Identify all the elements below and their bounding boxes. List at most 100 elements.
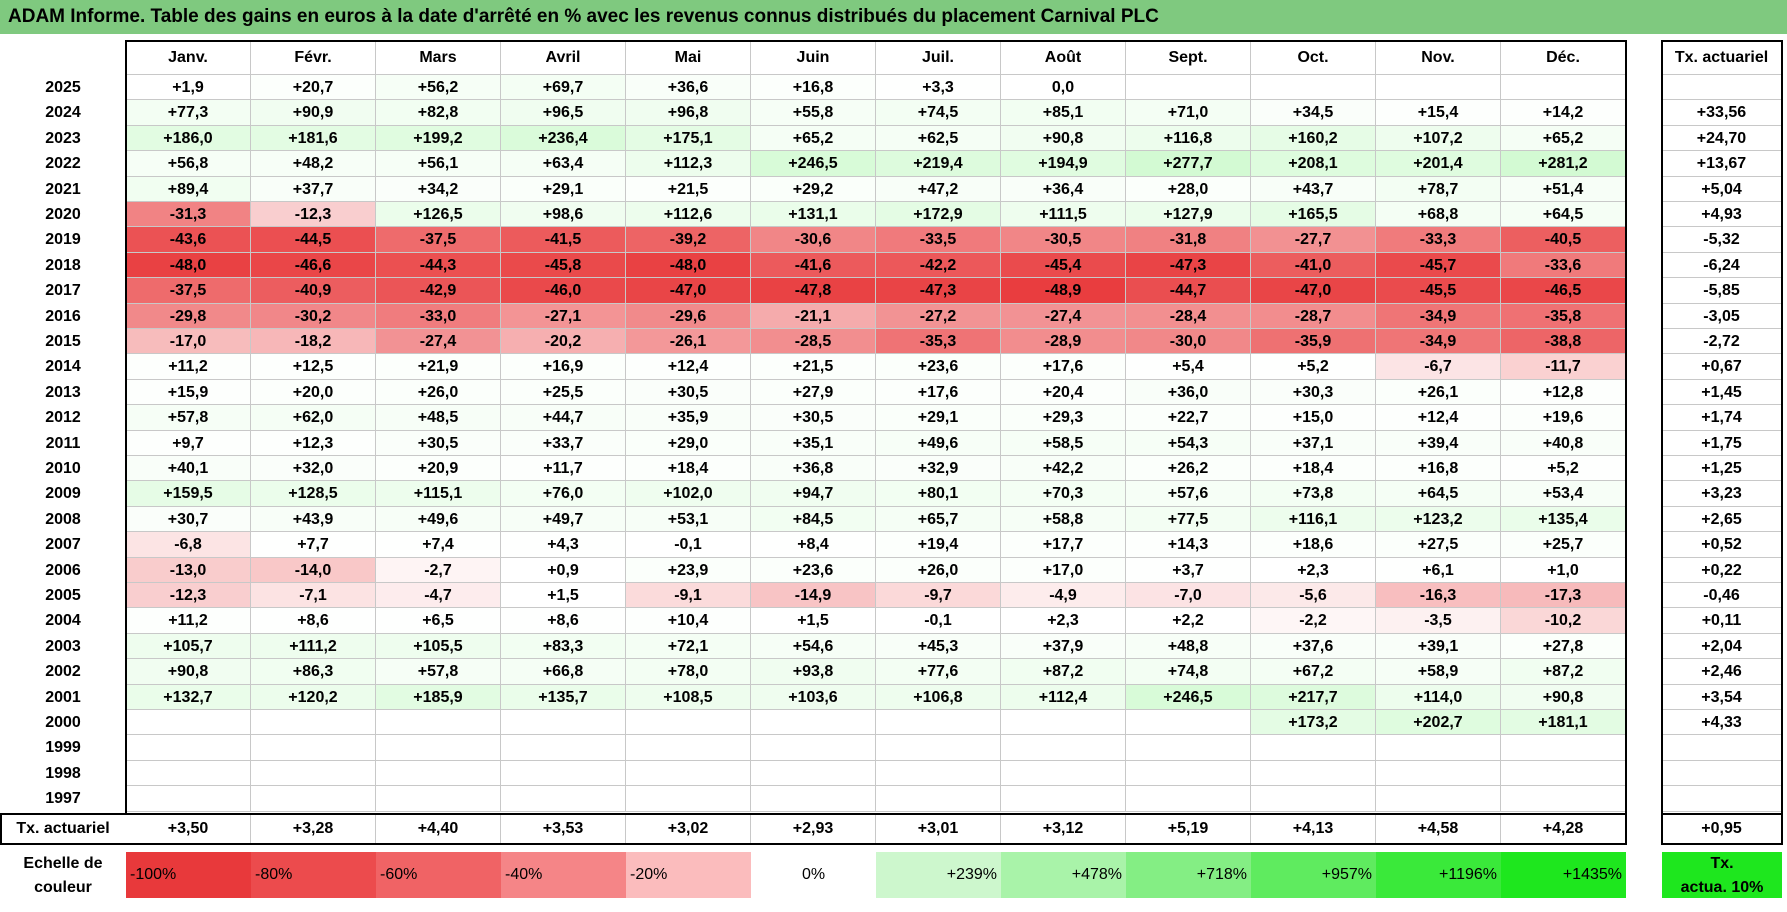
gain-cell: +48,5: [376, 405, 501, 431]
gain-cell: [1376, 761, 1501, 786]
row-actuarial-rate: +13,67: [1662, 151, 1782, 177]
gain-cell: [1251, 735, 1376, 761]
legend-label-line1: Echelle de: [23, 855, 103, 872]
row-year: 2014: [45, 358, 81, 375]
legend-rate-line1: Tx.: [1710, 855, 1734, 872]
row-actuarial-rate: -5,32: [1662, 227, 1782, 253]
row-year: 2024: [45, 104, 81, 121]
gain-cell: [1126, 710, 1251, 735]
gain-cell: +16,8: [1376, 456, 1501, 481]
row-year: 2008: [45, 511, 81, 528]
month-header: Déc.: [1501, 41, 1626, 75]
gain-cell: -35,9: [1251, 329, 1376, 354]
gain-cell: [751, 735, 876, 761]
gain-cell: +3,7: [1126, 558, 1251, 583]
gain-cell: [1376, 75, 1501, 100]
gain-cell: +29,3: [1001, 405, 1126, 431]
legend-rate-line2: actua. 10%: [1680, 879, 1764, 896]
gain-cell: +76,0: [501, 481, 626, 507]
gain-cell: -6,8: [126, 532, 251, 558]
gain-cell: +36,6: [626, 75, 751, 100]
gain-cell: +30,5: [751, 405, 876, 431]
gain-cell: [376, 786, 501, 812]
month-header: Mars: [376, 41, 501, 75]
gain-cell: [126, 735, 251, 761]
gain-cell: +57,6: [1126, 481, 1251, 507]
gain-cell: +186,0: [126, 126, 251, 151]
gain-cell: -3,5: [1376, 608, 1501, 634]
gain-cell: -7,1: [251, 583, 376, 608]
gain-cell: [376, 735, 501, 761]
gain-cell: -7,0: [1126, 583, 1251, 608]
gain-cell: -4,7: [376, 583, 501, 608]
gain-cell: +16,8: [751, 75, 876, 100]
gain-cell: -35,8: [1501, 304, 1626, 329]
footer-rate-cell: +3,12: [1001, 814, 1126, 844]
gain-cell: +12,3: [251, 431, 376, 456]
gain-cell: -12,3: [126, 583, 251, 608]
gain-cell: -33,6: [1501, 253, 1626, 278]
gain-cell: -37,5: [126, 278, 251, 304]
gain-cell: +105,7: [126, 634, 251, 659]
gain-cell: -33,3: [1376, 227, 1501, 253]
row-actuarial-rate: +24,70: [1662, 126, 1782, 151]
row-actuarial-rate: +2,46: [1662, 659, 1782, 685]
gain-cell: -11,7: [1501, 354, 1626, 380]
gain-cell: +21,5: [751, 354, 876, 380]
gain-cell: -17,3: [1501, 583, 1626, 608]
gain-cell: +18,4: [626, 456, 751, 481]
gain-cell: [251, 735, 376, 761]
gain-cell: [626, 710, 751, 735]
gain-cell: +115,1: [376, 481, 501, 507]
gain-cell: [501, 735, 626, 761]
gain-cell: +17,6: [1001, 354, 1126, 380]
gain-cell: +194,9: [1001, 151, 1126, 177]
footer-overall-rate: +0,95: [1662, 814, 1782, 844]
gain-cell: [1126, 75, 1251, 100]
gain-cell: -10,2: [1501, 608, 1626, 634]
gain-cell: [876, 786, 1001, 812]
gain-cell: -46,5: [1501, 278, 1626, 304]
gain-cell: +77,5: [1126, 507, 1251, 532]
gain-cell: +62,5: [876, 126, 1001, 151]
legend-swatch: -100%: [126, 852, 251, 898]
gain-cell: +40,1: [126, 456, 251, 481]
gain-cell: +96,8: [626, 100, 751, 126]
gain-cell: +20,4: [1001, 380, 1126, 405]
row-year: 2012: [45, 409, 81, 426]
gain-cell: +135,4: [1501, 507, 1626, 532]
gain-cell: -41,6: [751, 253, 876, 278]
gain-cell: +90,8: [126, 659, 251, 685]
gain-cell: 0,0: [1001, 75, 1126, 100]
gain-cell: +105,5: [376, 634, 501, 659]
gain-cell: +2,2: [1126, 608, 1251, 634]
gain-cell: +246,5: [1126, 685, 1251, 710]
gain-cell: +103,6: [751, 685, 876, 710]
gain-cell: -28,4: [1126, 304, 1251, 329]
gain-cell: -44,7: [1126, 278, 1251, 304]
gain-cell: +11,7: [501, 456, 626, 481]
gain-cell: +26,0: [876, 558, 1001, 583]
gain-cell: [876, 735, 1001, 761]
gain-cell: +20,7: [251, 75, 376, 100]
gain-cell: +25,5: [501, 380, 626, 405]
gain-cell: +62,0: [251, 405, 376, 431]
gain-cell: +12,5: [251, 354, 376, 380]
gain-cell: +132,7: [126, 685, 251, 710]
gain-cell: +93,8: [751, 659, 876, 685]
footer-rate-cell: +3,28: [251, 814, 376, 844]
row-actuarial-rate: +1,75: [1662, 431, 1782, 456]
row-actuarial-rate: +33,56: [1662, 100, 1782, 126]
gain-cell: +30,5: [376, 431, 501, 456]
gain-cell: +27,8: [1501, 634, 1626, 659]
gain-cell: +21,5: [626, 177, 751, 202]
gain-cell: -38,8: [1501, 329, 1626, 354]
gain-cell: +1,5: [501, 583, 626, 608]
row-actuarial-rate: +1,45: [1662, 380, 1782, 405]
gain-cell: [751, 761, 876, 786]
gain-cell: +49,7: [501, 507, 626, 532]
gain-cell: +5,2: [1251, 354, 1376, 380]
row-year: 2013: [45, 384, 81, 401]
gain-cell: [1126, 786, 1251, 812]
row-actuarial-rate: [1662, 761, 1782, 786]
